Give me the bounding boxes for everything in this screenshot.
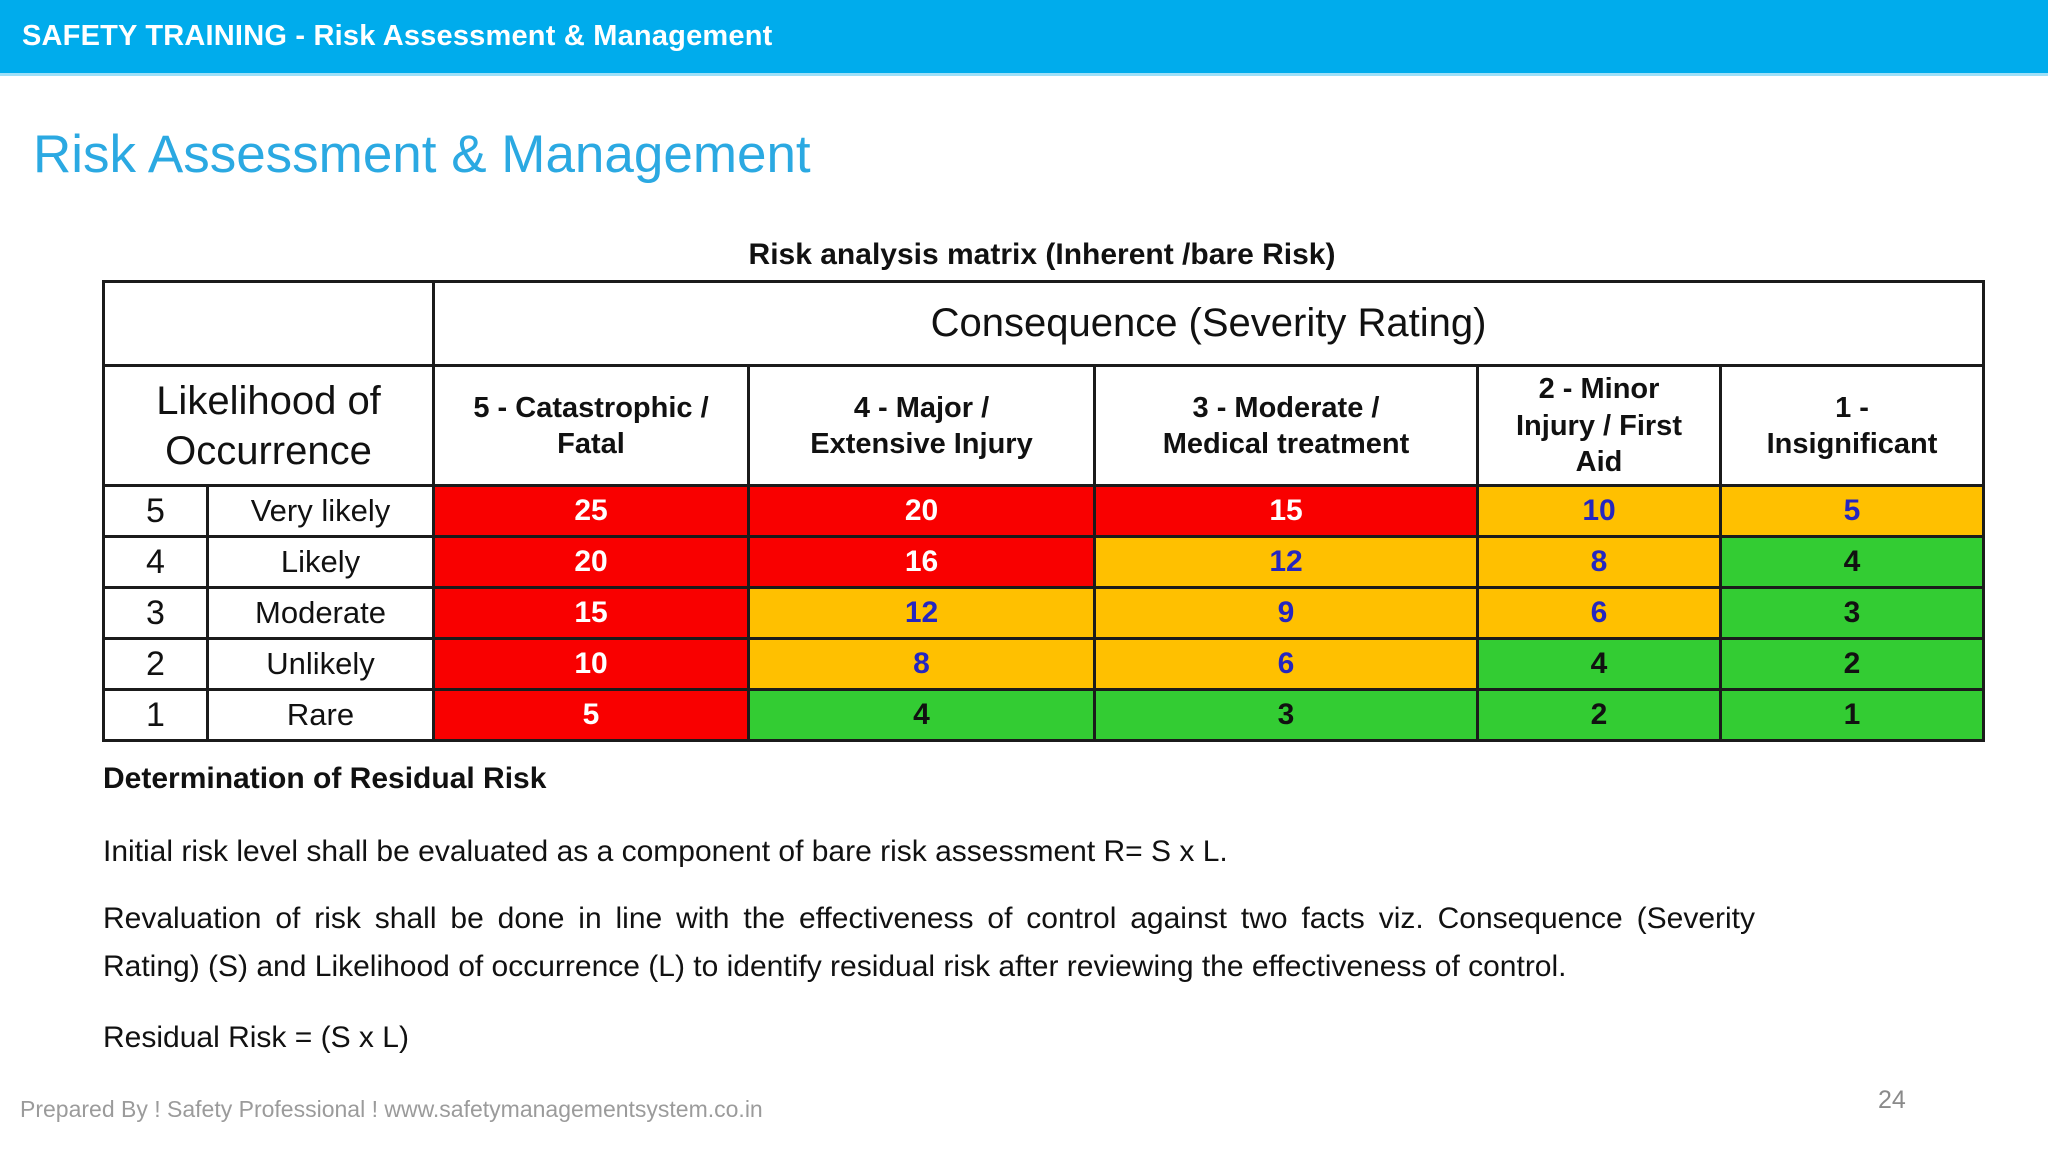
matrix-row-unlikely: 2 Unlikely 10 8 6 4 2 [102,637,1986,692]
matrix-row-likely: 4 Likely 20 16 12 8 4 [102,535,1986,590]
column-header-row: Likelihood of Occurrence 5 - Catastrophi… [102,364,1986,488]
risk-matrix-table: Consequence (Severity Rating) Likelihood… [102,280,1986,743]
page-title: Risk Assessment & Management [33,125,811,184]
risk-score-cell: 8 [747,637,1096,692]
matrix-caption: Risk analysis matrix (Inherent /bare Ris… [748,238,1336,272]
likelihood-label: Rare [206,688,435,743]
risk-score-cell: 4 [1476,637,1722,692]
initial-risk-paragraph: Initial risk level shall be evaluated as… [103,835,1228,869]
risk-score-cell: 5 [432,688,750,743]
likelihood-level: 1 [102,688,209,743]
risk-score-cell: 6 [1476,586,1722,641]
risk-score-cell: 8 [1476,535,1722,590]
matrix-row-rare: 1 Rare 5 4 3 2 1 [102,688,1986,743]
risk-score-cell: 6 [1093,637,1479,692]
risk-score-cell: 4 [747,688,1096,743]
consequence-header-row: Consequence (Severity Rating) [102,280,1986,368]
risk-score-cell: 15 [432,586,750,641]
risk-score-cell: 15 [1093,484,1479,539]
likelihood-level: 3 [102,586,209,641]
risk-score-cell: 25 [432,484,750,539]
likelihood-label: Likely [206,535,435,590]
risk-score-cell: 1 [1718,688,1986,743]
slide: SAFETY TRAINING - Risk Assessment & Mana… [0,0,2048,1122]
body-text-section: Determination of Residual Risk Initial r… [103,762,1755,1057]
likelihood-header: Likelihood of Occurrence [102,364,435,488]
risk-score-cell: 10 [432,637,750,692]
revaluation-paragraph: Revaluation of risk shall be done in lin… [103,902,1755,983]
footer-credit: Prepared By ! Safety Professional ! www.… [20,1096,763,1122]
risk-score-cell: 5 [1718,484,1986,539]
column-header-severity-5: 5 - Catastrophic / Fatal [432,364,750,488]
risk-score-cell: 12 [747,586,1096,641]
page-number: 24 [1878,1086,1906,1114]
risk-score-cell: 3 [1093,688,1479,743]
risk-score-cell: 4 [1718,535,1986,590]
risk-score-cell: 9 [1093,586,1479,641]
risk-matrix-section: Risk analysis matrix (Inherent /bare Ris… [102,238,1986,743]
matrix-row-very-likely: 5 Very likely 25 20 15 10 5 [102,484,1986,539]
column-header-severity-1: 1 - Insignificant [1718,364,1986,488]
likelihood-label: Very likely [206,484,435,539]
risk-score-cell: 2 [1476,688,1722,743]
likelihood-label: Unlikely [206,637,435,692]
column-header-severity-2: 2 - Minor Injury / First Aid [1476,364,1722,488]
risk-score-cell: 16 [747,535,1096,590]
top-banner-title: SAFETY TRAINING - Risk Assessment & Mana… [22,20,773,52]
likelihood-level: 4 [102,535,209,590]
risk-score-cell: 10 [1476,484,1722,539]
likelihood-level: 2 [102,637,209,692]
likelihood-label: Moderate [206,586,435,641]
consequence-header: Consequence (Severity Rating) [431,280,1986,368]
column-header-severity-4: 4 - Major / Extensive Injury [747,364,1096,488]
risk-score-cell: 12 [1093,535,1479,590]
top-banner: SAFETY TRAINING - Risk Assessment & Mana… [0,0,2048,76]
matrix-corner-cell [102,280,435,368]
column-header-severity-3: 3 - Moderate / Medical treatment [1093,364,1479,488]
risk-score-cell: 20 [747,484,1096,539]
risk-score-cell: 20 [432,535,750,590]
matrix-row-moderate: 3 Moderate 15 12 9 6 3 [102,586,1986,641]
residual-risk-heading: Determination of Residual Risk [103,762,547,796]
residual-risk-formula: Residual Risk = (S x L) [103,1021,409,1055]
risk-score-cell: 3 [1718,586,1986,641]
likelihood-level: 5 [102,484,209,539]
risk-score-cell: 2 [1718,637,1986,692]
